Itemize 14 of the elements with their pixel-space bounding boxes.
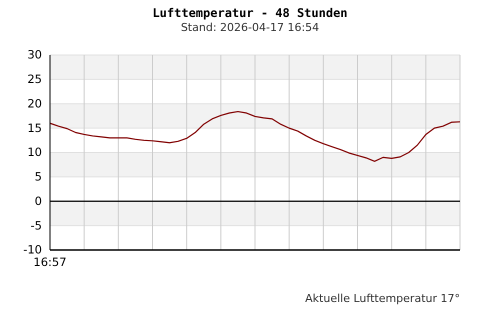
- text: 16:57: [33, 255, 67, 269]
- y-tick-label: 30: [27, 48, 42, 62]
- chart-title: Lufttemperatur - 48 Stunden: [152, 6, 348, 20]
- y-tick-label: 5: [34, 170, 42, 184]
- text: Aktuelle Lufttemperatur 17°: [305, 292, 460, 305]
- y-tick-label: 10: [27, 145, 42, 160]
- chart-subtitle: Stand: 2026-04-17 16:54: [180, 21, 320, 34]
- y-tick-label: 20: [27, 96, 42, 110]
- y-tick-label: -10: [23, 242, 42, 257]
- line-series: [49, 110, 461, 162]
- y-tick-label: 25: [27, 72, 42, 86]
- y-tick-label: -5: [30, 218, 42, 232]
- y-tick-label: 0: [34, 194, 42, 208]
- y-tick-label: 15: [27, 120, 42, 135]
